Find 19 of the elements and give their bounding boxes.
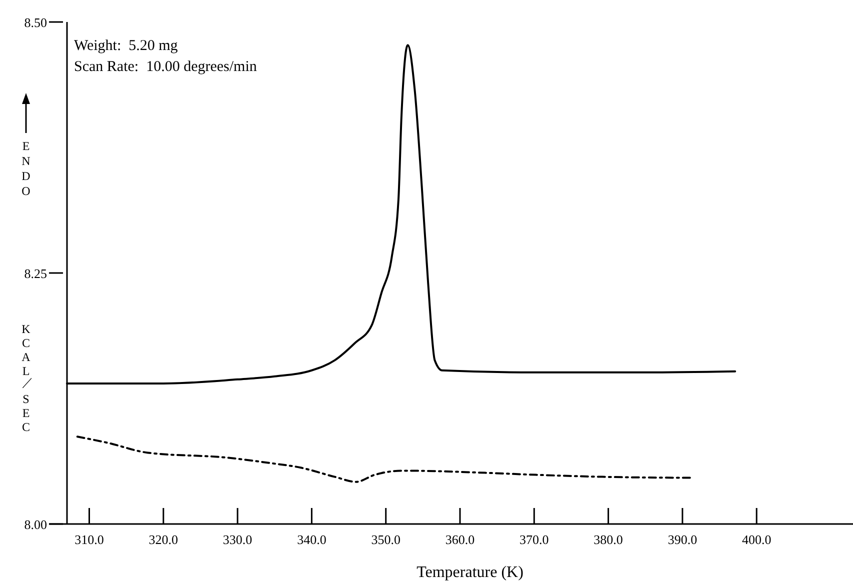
line-series [76,436,694,483]
x-tick-label: 400.0 [742,532,772,547]
x-tick-label: 390.0 [668,532,698,547]
x-tick-label: 350.0 [371,532,400,547]
y-axis-title: KCAL/SEC [20,322,34,434]
x-tick-label: 380.0 [594,532,623,547]
y-tick-label: 8.50 [24,15,47,30]
x-tick-label: 340.0 [297,532,326,547]
x-tick-label: 360.0 [445,532,475,547]
annotation: Scan Rate: 10.00 degrees/min [74,59,258,75]
y-tick-label: 8.00 [24,517,47,532]
y-tick-label: 8.25 [24,266,47,281]
x-tick-label: 320.0 [148,532,178,547]
x-tick-label: 330.0 [222,532,252,547]
x-tick-label: 370.0 [520,532,549,547]
x-axis-title: Temperature (K) [416,564,524,581]
text: ENDO [22,139,31,198]
x-tick-label: 310.0 [74,532,104,547]
annotation: Weight: 5.20 mg [74,38,178,54]
